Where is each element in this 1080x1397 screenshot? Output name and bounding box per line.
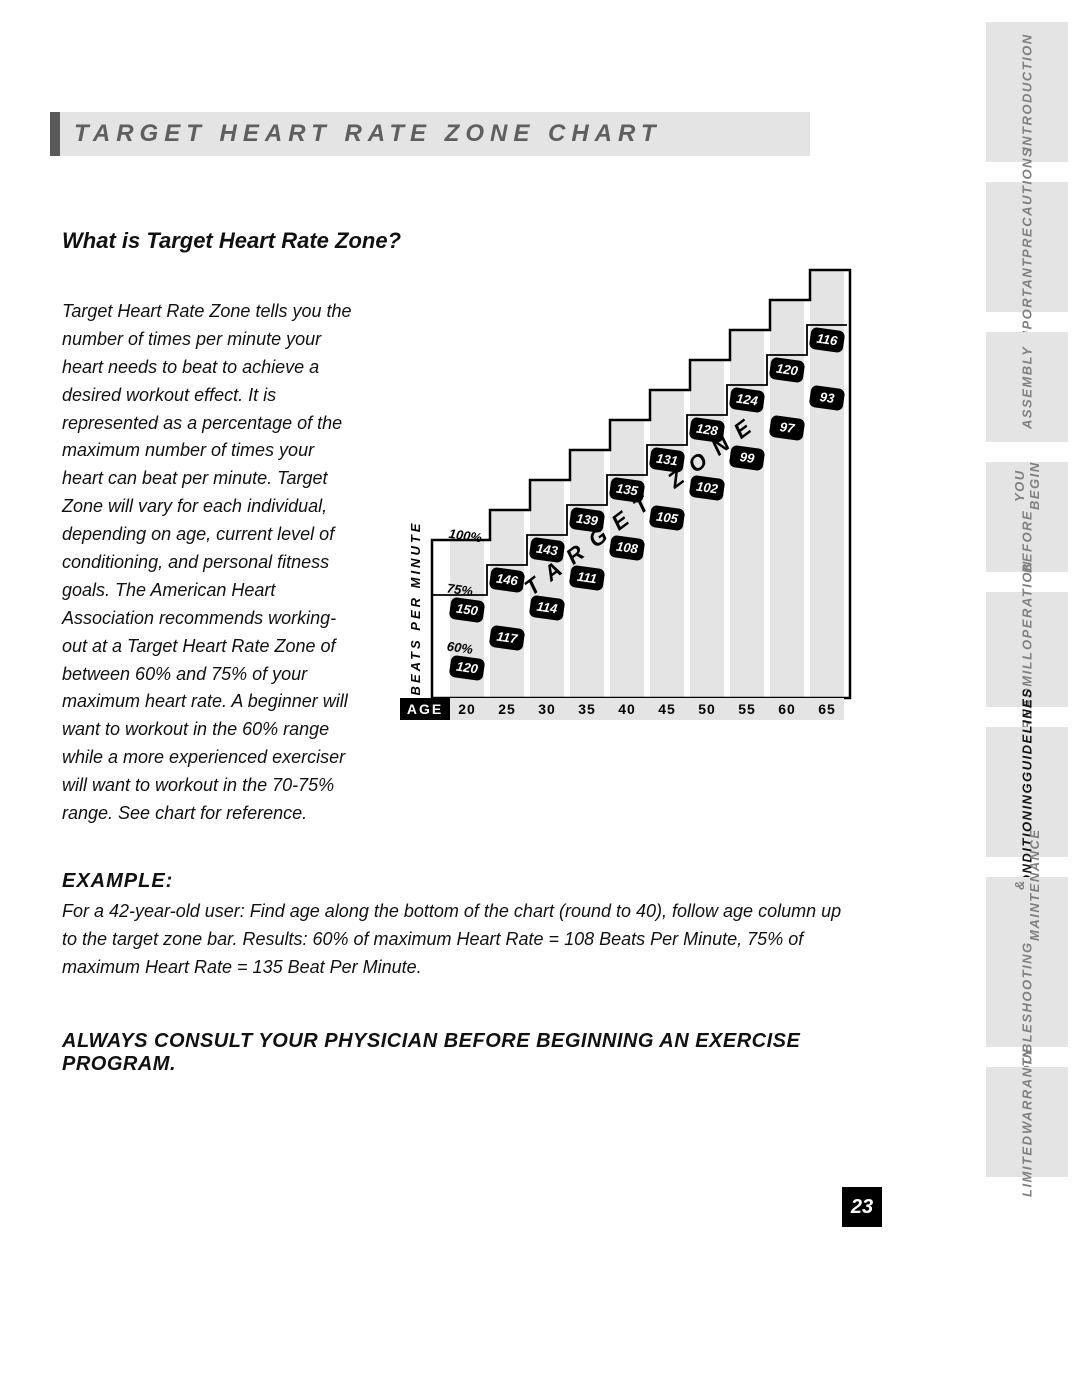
svg-text:120: 120 [775, 361, 799, 379]
side-tab-line: YOU BEGIN [1012, 461, 1042, 510]
subheading: What is Target Heart Rate Zone? [62, 228, 401, 254]
svg-text:102: 102 [695, 479, 719, 497]
side-tabs: INTRODUCTION IMPORTANTPRECAUTIONS ASSEMBLY… [986, 22, 1068, 1197]
body-paragraph: Target Heart Rate Zone tells you the num… [62, 298, 352, 828]
example-heading: EXAMPLE: [62, 870, 173, 893]
svg-text:146: 146 [495, 571, 519, 589]
svg-text:BEATS PER MINUTE: BEATS PER MINUTE [408, 521, 423, 696]
side-tab-line: INTRODUCTION [1020, 33, 1035, 151]
svg-text:65: 65 [818, 701, 836, 717]
svg-text:93: 93 [819, 389, 836, 406]
side-tab[interactable]: BEFOREYOU BEGIN [986, 462, 1068, 572]
svg-text:60: 60 [778, 701, 796, 717]
svg-text:116: 116 [816, 331, 839, 349]
svg-text:124: 124 [735, 391, 759, 409]
svg-text:AGE: AGE [407, 701, 443, 717]
page: TARGET HEART RATE ZONE CHART What is Tar… [50, 0, 880, 1397]
svg-text:99: 99 [739, 449, 756, 466]
svg-text:131: 131 [655, 451, 679, 469]
svg-text:20: 20 [458, 701, 476, 717]
svg-text:35: 35 [578, 701, 596, 717]
svg-text:45: 45 [658, 701, 676, 717]
svg-text:50: 50 [698, 701, 716, 717]
section-title-bar: TARGET HEART RATE ZONE CHART [50, 112, 810, 156]
svg-text:97: 97 [779, 419, 796, 436]
svg-text:135: 135 [615, 481, 639, 499]
physician-warning: ALWAYS CONSULT YOUR PHYSICIAN BEFORE BEG… [62, 1030, 880, 1076]
svg-text:108: 108 [615, 539, 639, 557]
heart-rate-chart: 100%75%60%BEATS PER MINUTETARGET ZONE150… [380, 318, 860, 748]
example-body: For a 42-year-old user: Find age along t… [62, 898, 852, 982]
svg-text:114: 114 [536, 599, 559, 617]
side-tab-line: PRECAUTIONS [1020, 147, 1035, 258]
svg-text:120: 120 [455, 659, 479, 677]
side-tab-line: GUIDELINES [1020, 688, 1035, 782]
side-tab[interactable]: TROUBLESHOOTING& MAINTENANCE [986, 877, 1068, 1047]
page-number: 23 [842, 1187, 882, 1227]
svg-text:128: 128 [695, 421, 719, 439]
svg-text:40: 40 [618, 701, 636, 717]
side-tab-line: WARRANTY [1020, 1047, 1035, 1134]
svg-text:150: 150 [455, 601, 479, 619]
side-tab[interactable]: LIMITEDWARRANTY [986, 1067, 1068, 1177]
svg-text:25: 25 [498, 701, 516, 717]
svg-text:30: 30 [538, 701, 556, 717]
side-tab[interactable]: ASSEMBLY [986, 332, 1068, 442]
side-tab-line: LIMITED [1020, 1134, 1035, 1197]
section-title: TARGET HEART RATE ZONE CHART [74, 120, 662, 148]
svg-text:105: 105 [655, 509, 679, 527]
side-tab-line: & MAINTENANCE [1012, 828, 1042, 941]
side-tab-line: OPERATION [1020, 560, 1035, 650]
side-tab-line: ASSEMBLY [1020, 345, 1035, 428]
svg-text:111: 111 [576, 569, 598, 587]
side-tab[interactable]: IMPORTANTPRECAUTIONS [986, 182, 1068, 312]
svg-text:143: 143 [535, 541, 559, 559]
svg-text:139: 139 [575, 511, 599, 529]
svg-text:55: 55 [738, 701, 756, 717]
svg-text:117: 117 [496, 629, 519, 647]
side-tab[interactable]: INTRODUCTION [986, 22, 1068, 162]
